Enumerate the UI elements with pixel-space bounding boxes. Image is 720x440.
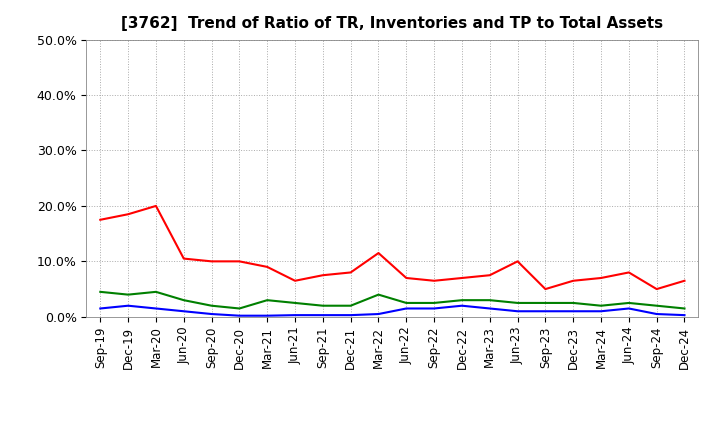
Line: Trade Payables: Trade Payables xyxy=(100,292,685,308)
Trade Receivables xyxy=(430,278,438,283)
Inventories xyxy=(96,306,104,311)
Trade Payables xyxy=(96,289,104,294)
Trade Receivables xyxy=(541,286,550,292)
Trade Payables xyxy=(235,306,243,311)
Inventories xyxy=(318,312,327,318)
Line: Trade Receivables: Trade Receivables xyxy=(100,206,685,289)
Trade Receivables xyxy=(291,278,300,283)
Trade Payables xyxy=(597,303,606,308)
Inventories xyxy=(124,303,132,308)
Inventories xyxy=(680,312,689,318)
Trade Payables xyxy=(458,297,467,303)
Inventories xyxy=(569,308,577,314)
Trade Receivables xyxy=(569,278,577,283)
Trade Payables xyxy=(152,289,161,294)
Trade Receivables xyxy=(680,278,689,283)
Inventories xyxy=(346,312,355,318)
Trade Receivables xyxy=(124,212,132,217)
Trade Payables xyxy=(346,303,355,308)
Trade Payables xyxy=(652,303,661,308)
Inventories xyxy=(624,306,633,311)
Inventories xyxy=(402,306,410,311)
Trade Payables xyxy=(124,292,132,297)
Trade Receivables xyxy=(179,256,188,261)
Trade Payables xyxy=(207,303,216,308)
Trade Payables xyxy=(569,300,577,305)
Inventories xyxy=(152,306,161,311)
Inventories xyxy=(235,313,243,318)
Trade Receivables xyxy=(624,270,633,275)
Trade Receivables xyxy=(207,259,216,264)
Trade Receivables xyxy=(652,286,661,292)
Trade Receivables xyxy=(263,264,271,270)
Trade Receivables xyxy=(152,203,161,209)
Trade Receivables xyxy=(318,272,327,278)
Inventories xyxy=(513,308,522,314)
Trade Payables xyxy=(374,292,383,297)
Trade Receivables xyxy=(458,275,467,281)
Inventories xyxy=(458,303,467,308)
Trade Receivables xyxy=(235,259,243,264)
Title: [3762]  Trend of Ratio of TR, Inventories and TP to Total Assets: [3762] Trend of Ratio of TR, Inventories… xyxy=(122,16,663,32)
Trade Receivables xyxy=(346,270,355,275)
Trade Payables xyxy=(624,300,633,305)
Inventories xyxy=(652,312,661,317)
Trade Payables xyxy=(318,303,327,308)
Trade Receivables xyxy=(485,272,494,278)
Inventories xyxy=(430,306,438,311)
Line: Inventories: Inventories xyxy=(100,306,685,315)
Inventories xyxy=(179,308,188,314)
Trade Receivables xyxy=(597,275,606,281)
Inventories xyxy=(541,308,550,314)
Trade Payables xyxy=(485,297,494,303)
Trade Payables xyxy=(402,300,410,305)
Trade Payables xyxy=(680,306,689,311)
Trade Payables xyxy=(263,297,271,303)
Inventories xyxy=(374,312,383,317)
Trade Receivables xyxy=(96,217,104,222)
Inventories xyxy=(597,308,606,314)
Trade Payables xyxy=(513,300,522,305)
Trade Payables xyxy=(179,297,188,303)
Inventories xyxy=(263,313,271,318)
Inventories xyxy=(291,312,300,318)
Trade Payables xyxy=(291,300,300,305)
Trade Receivables xyxy=(374,250,383,256)
Inventories xyxy=(485,306,494,311)
Trade Payables xyxy=(541,300,550,305)
Trade Receivables xyxy=(402,275,410,281)
Trade Receivables xyxy=(513,259,522,264)
Inventories xyxy=(207,312,216,317)
Trade Payables xyxy=(430,300,438,305)
